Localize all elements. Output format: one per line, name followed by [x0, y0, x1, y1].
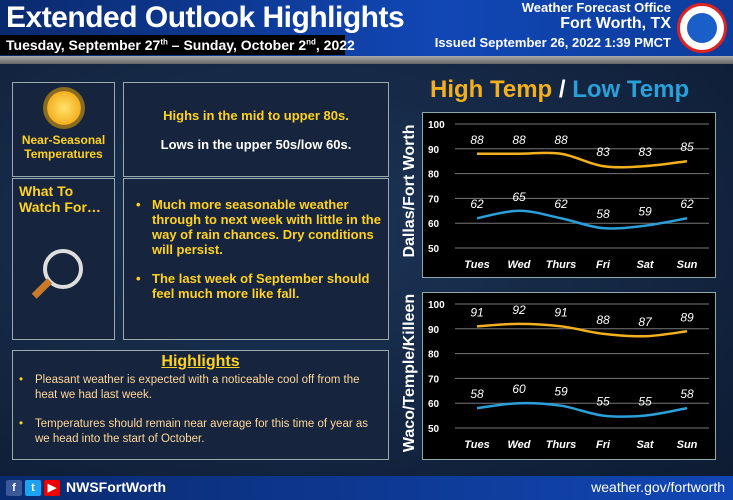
data-label: 59 — [554, 385, 568, 399]
low-label: Low Temp — [572, 76, 690, 103]
y-tick-label: 100 — [428, 300, 445, 311]
y-tick-label: 70 — [428, 374, 440, 385]
series-line-low — [476, 209, 688, 230]
highlights-bullet: Temperatures should remain near average … — [13, 417, 384, 447]
data-label: 88 — [512, 133, 526, 147]
date-year: , 2022 — [315, 37, 355, 53]
date-end: – Sunday, October 2 — [167, 37, 307, 53]
x-tick-label: Sun — [677, 439, 698, 451]
data-label: 59 — [638, 205, 652, 219]
y-tick-label: 50 — [428, 244, 440, 255]
data-label: 88 — [554, 133, 568, 147]
lows-text: Lows in the upper 50s/low 60s. — [160, 137, 352, 152]
x-tick-label: Sat — [636, 439, 654, 451]
y-tick-label: 90 — [428, 145, 440, 156]
divider — [0, 56, 733, 64]
y-tick-label: 60 — [428, 219, 440, 230]
social-icons: f t ▶ — [6, 480, 60, 496]
data-label: 91 — [470, 305, 483, 319]
data-label: 55 — [638, 395, 652, 409]
x-tick-label: Wed — [507, 439, 530, 451]
x-tick-label: Wed — [507, 259, 530, 271]
data-label: 91 — [554, 305, 567, 319]
data-label: 92 — [512, 303, 526, 317]
y-tick-label: 90 — [428, 325, 440, 336]
social-handle[interactable]: NWSFortWorth — [66, 479, 167, 495]
temperature-icon-box: Near-Seasonal Temperatures — [12, 82, 115, 177]
y-tick-label: 100 — [428, 120, 445, 131]
y-tick-label: 50 — [428, 424, 440, 435]
highlights-title: Highlights — [161, 353, 240, 370]
date-start: Tuesday, September 27 — [6, 37, 161, 53]
chart-title: High Temp / Low Temp — [430, 76, 689, 104]
date-range: Tuesday, September 27th – Sunday, Octobe… — [6, 37, 355, 53]
series-line-high — [476, 322, 688, 338]
highlights-box: Highlights Pleasant weather is expected … — [12, 350, 389, 460]
y-tick-label: 80 — [428, 170, 440, 181]
data-label: 65 — [512, 190, 526, 204]
high-label: High Temp — [430, 76, 553, 103]
x-tick-label: Fri — [596, 259, 611, 271]
sup: nd — [306, 37, 316, 47]
magnifier-icon — [31, 249, 83, 299]
y-tick-label: 70 — [428, 194, 440, 205]
x-tick-label: Thurs — [546, 259, 577, 271]
data-label: 62 — [470, 197, 484, 211]
watch-bullet: Much more seasonable weather through to … — [130, 197, 382, 257]
sup: th — [160, 37, 168, 47]
chart-location-dfw: Dallas/Fort Worth — [401, 124, 418, 258]
x-tick-label: Thurs — [546, 439, 577, 451]
y-tick-label: 80 — [428, 350, 440, 361]
data-label: 88 — [470, 133, 484, 147]
issued-time: Issued September 26, 2022 1:39 PMCT — [434, 35, 671, 50]
watch-bullet: The last week of September should feel m… — [130, 271, 382, 301]
date-bar — [0, 35, 345, 55]
data-label: 62 — [680, 197, 694, 211]
data-label: 62 — [554, 197, 568, 211]
y-tick-label: 60 — [428, 399, 440, 410]
nws-logo — [677, 3, 727, 53]
x-tick-label: Tues — [464, 259, 489, 271]
website-link[interactable]: weather.gov/fortworth — [591, 479, 725, 495]
watch-label: What To Watch For… — [19, 183, 101, 215]
x-tick-label: Sat — [636, 259, 654, 271]
watch-details-box: Much more seasonable weather through to … — [123, 178, 389, 340]
data-label: 89 — [680, 310, 694, 324]
chart-waco: 50 60 70 80 90 100 Tues Wed Thurs Fri Sat Sun 91 92 91… — [422, 292, 716, 460]
page-title: Extended Outlook Highlights — [6, 1, 405, 34]
data-label: 60 — [512, 382, 526, 396]
icon-label: Near-Seasonal Temperatures — [21, 133, 106, 161]
data-label: 58 — [470, 387, 484, 401]
series-line-high — [477, 151, 688, 169]
office-location: Fort Worth, TX — [560, 15, 671, 32]
chart-location-waco: Waco/Temple/Killeen — [401, 293, 418, 453]
x-tick-label: Sun — [677, 259, 698, 271]
office-info: Weather Forecast Office Fort Worth, TX I… — [435, 0, 671, 50]
series-line-low — [476, 401, 688, 418]
twitter-icon[interactable]: t — [25, 480, 41, 496]
x-tick-label: Tues — [464, 439, 489, 451]
data-label: 87 — [638, 315, 653, 329]
data-label: 83 — [596, 145, 610, 159]
data-label: 88 — [596, 313, 610, 327]
data-label: 55 — [596, 395, 610, 409]
data-label: 58 — [680, 387, 694, 401]
footer: f t ▶ NWSFortWorth weather.gov/fortworth — [0, 476, 733, 500]
data-label: 85 — [680, 140, 694, 154]
chart-dfw: 50 60 70 80 90 100 Tues Wed Thurs Fri Sat Sun 88 88 88… — [422, 112, 716, 278]
sep: / — [552, 76, 573, 103]
highlights-bullet: Pleasant weather is expected with a noti… — [13, 373, 384, 403]
sun-icon — [46, 91, 81, 125]
highs-text: Highs in the mid to upper 80s. — [163, 108, 349, 123]
office-name: Weather Forecast Office — [521, 0, 671, 15]
data-label: 83 — [638, 145, 652, 159]
watch-box: What To Watch For… — [12, 178, 115, 340]
youtube-icon[interactable]: ▶ — [44, 480, 60, 496]
temps-box: Highs in the mid to upper 80s. Lows in t… — [123, 82, 389, 177]
header: Extended Outlook Highlights Tuesday, Sep… — [0, 0, 733, 56]
facebook-icon[interactable]: f — [6, 480, 22, 496]
x-tick-label: Fri — [596, 439, 611, 451]
data-label: 58 — [596, 207, 610, 221]
